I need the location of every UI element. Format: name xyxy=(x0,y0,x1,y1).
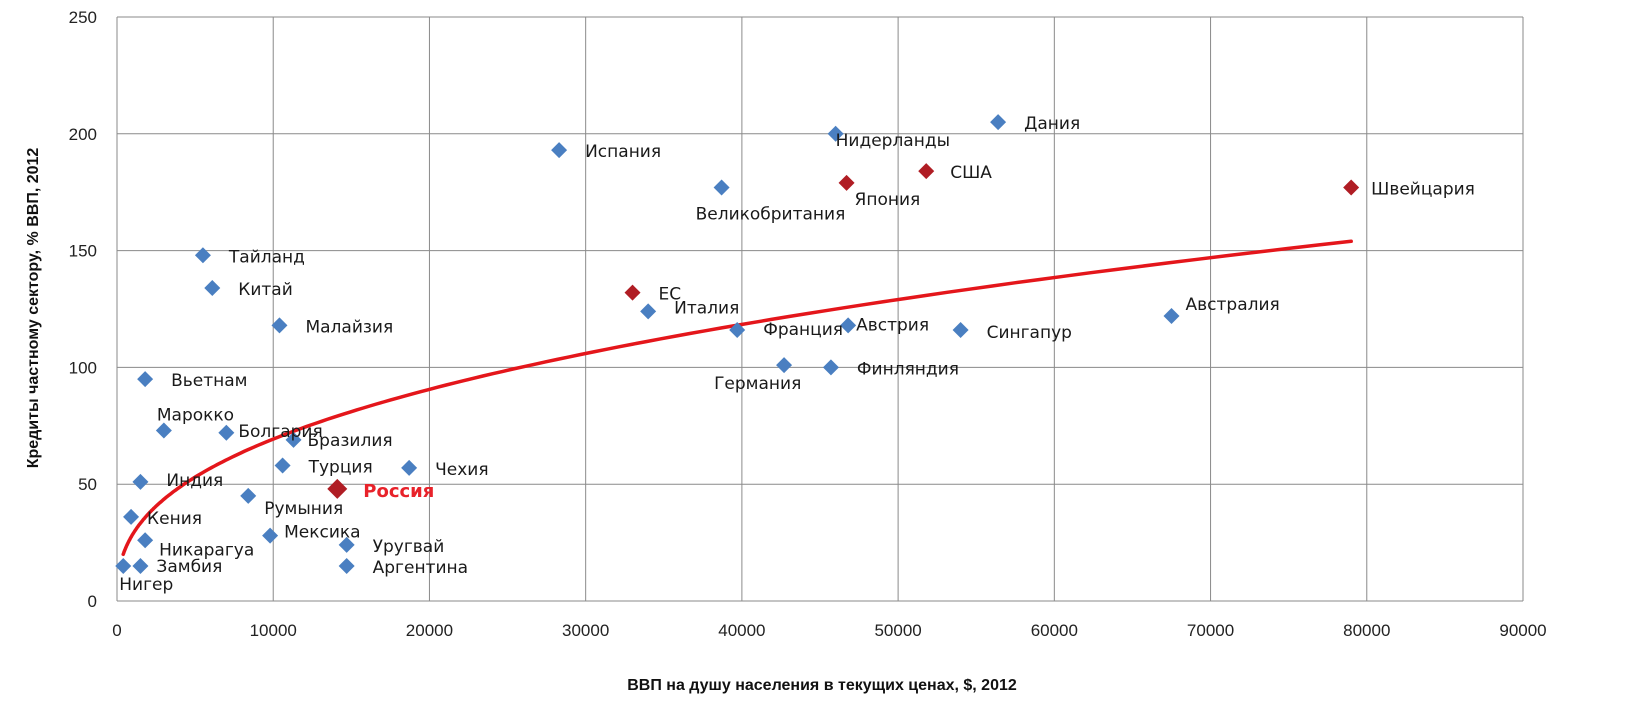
x-tick-label: 90000 xyxy=(1499,621,1546,640)
data-label: Малайзия xyxy=(305,317,393,337)
data-point xyxy=(218,424,235,441)
data-point xyxy=(132,557,149,574)
data-point xyxy=(1343,179,1360,196)
data-point xyxy=(729,322,746,339)
data-label: Сингапур xyxy=(987,323,1072,343)
data-label: Кения xyxy=(147,509,202,529)
data-label: Финляндия xyxy=(857,359,959,379)
data-label: Франция xyxy=(763,320,843,340)
data-point xyxy=(327,478,348,499)
x-tick-label: 20000 xyxy=(406,621,453,640)
data-label: Австрия xyxy=(856,315,929,335)
data-label: Бразилия xyxy=(308,431,393,451)
data-point xyxy=(624,284,641,301)
data-point xyxy=(776,357,793,374)
data-points xyxy=(115,114,1360,574)
data-point xyxy=(262,527,279,544)
data-point xyxy=(204,279,221,296)
x-tick-label: 30000 xyxy=(562,621,609,640)
data-label: Япония xyxy=(855,190,921,210)
data-label: Замбия xyxy=(156,557,222,577)
x-tick-label: 40000 xyxy=(718,621,765,640)
x-axis-title: ВВП на душу населения в текущих ценах, $… xyxy=(627,677,1017,694)
data-point xyxy=(285,431,302,448)
data-label: Болгария xyxy=(238,422,322,442)
data-label: Индия xyxy=(166,471,223,491)
data-point xyxy=(1163,308,1180,325)
data-label: Чехия xyxy=(435,460,488,480)
y-axis-title: Кредиты частному сектору, % ВВП, 2012 xyxy=(25,148,42,469)
x-tick-label: 0 xyxy=(112,621,121,640)
data-label: Великобритания xyxy=(696,205,846,225)
data-point xyxy=(338,557,355,574)
data-label: Аргентина xyxy=(373,558,468,578)
y-tick-label: 150 xyxy=(69,242,97,261)
x-tick-label: 50000 xyxy=(874,621,921,640)
data-point xyxy=(952,322,969,339)
data-point xyxy=(840,317,857,334)
trend-line xyxy=(121,239,1353,557)
data-point xyxy=(123,508,140,525)
data-label: ЕС xyxy=(659,285,682,305)
data-point xyxy=(401,459,418,476)
data-point xyxy=(194,247,211,264)
y-tick-label: 50 xyxy=(78,475,97,494)
data-point xyxy=(274,457,291,474)
data-label: Мексика xyxy=(284,523,360,543)
y-tick-label: 0 xyxy=(88,592,97,611)
x-tick-label: 70000 xyxy=(1187,621,1234,640)
y-tick-label: 200 xyxy=(69,125,97,144)
y-tick-label: 100 xyxy=(69,358,97,377)
x-tick-label: 80000 xyxy=(1343,621,1390,640)
data-label: Дания xyxy=(1024,114,1080,134)
data-point xyxy=(240,487,257,504)
data-label: Тайланд xyxy=(228,247,305,267)
y-tick-label: 250 xyxy=(69,8,97,27)
data-label: Россия xyxy=(363,481,434,502)
axis-ticks: 0 10000 20000 30000 40000 50000 60000 70000 8000… xyxy=(69,8,1547,640)
data-label: Нидерланды xyxy=(836,131,950,151)
data-label: Швейцария xyxy=(1371,180,1475,200)
data-point xyxy=(822,359,839,376)
data-label: Турция xyxy=(308,458,373,478)
data-label: Италия xyxy=(674,298,739,318)
data-point xyxy=(137,371,154,388)
data-label: Румыния xyxy=(264,499,343,519)
data-label: Нигер xyxy=(119,575,173,595)
x-tick-label: 10000 xyxy=(250,621,297,640)
data-point xyxy=(838,174,855,191)
data-label: Австралия xyxy=(1186,295,1280,315)
data-label: Никарагуа xyxy=(159,540,254,560)
x-tick-label: 60000 xyxy=(1031,621,1078,640)
data-point xyxy=(338,536,355,553)
data-label: Вьетнам xyxy=(171,371,247,391)
data-point xyxy=(551,142,568,159)
grid xyxy=(116,16,1524,602)
data-point xyxy=(155,422,172,439)
data-point xyxy=(918,163,935,180)
data-label: США xyxy=(950,163,992,183)
data-label: Уругвай xyxy=(373,537,445,557)
data-point xyxy=(137,532,154,549)
data-label: Германия xyxy=(714,374,801,394)
data-label: Испания xyxy=(585,142,661,162)
data-point xyxy=(990,114,1007,131)
data-label: Марокко xyxy=(157,405,234,425)
data-label: Китай xyxy=(238,280,293,300)
data-point xyxy=(271,317,288,334)
data-point xyxy=(115,557,132,574)
data-point xyxy=(640,303,657,320)
data-point xyxy=(713,179,730,196)
data-point xyxy=(827,125,844,142)
data-point xyxy=(132,473,149,490)
